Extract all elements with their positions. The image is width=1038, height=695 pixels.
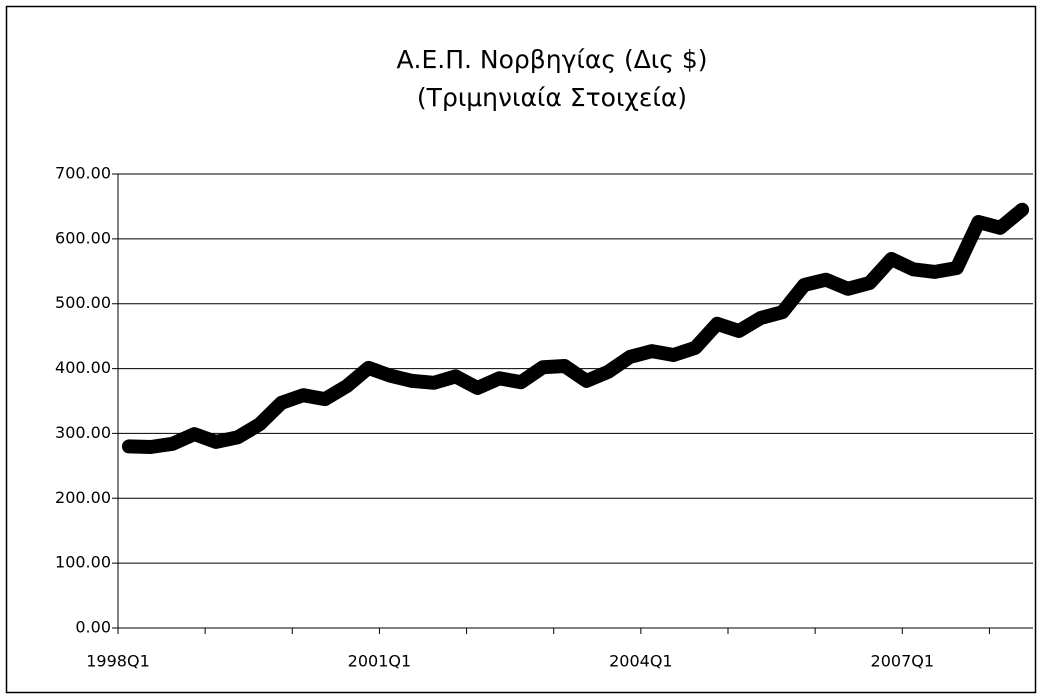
y-tick-label: 0.00: [75, 618, 111, 637]
y-tick-label: 100.00: [55, 553, 111, 572]
y-tick-label: 200.00: [55, 488, 111, 507]
chart-subtitle: (Τριμηνιαία Στοιχεία): [417, 83, 687, 112]
y-tick-label: 300.00: [55, 423, 111, 442]
y-tick-label: 500.00: [55, 293, 111, 312]
chart-title: Α.Ε.Π. Νορβηγίας (Δις $): [396, 45, 707, 74]
x-tick-label: 2007Q1: [871, 652, 935, 671]
y-tick-label: 700.00: [55, 164, 111, 183]
x-tick-label: 2001Q1: [348, 652, 412, 671]
x-tick-label: 1998Q1: [86, 652, 150, 671]
y-tick-label: 600.00: [55, 228, 111, 247]
chart-frame: [5, 5, 1037, 694]
y-tick-label: 400.00: [55, 358, 111, 377]
data-line: [121, 202, 1030, 454]
x-tick-label: 2004Q1: [609, 652, 673, 671]
